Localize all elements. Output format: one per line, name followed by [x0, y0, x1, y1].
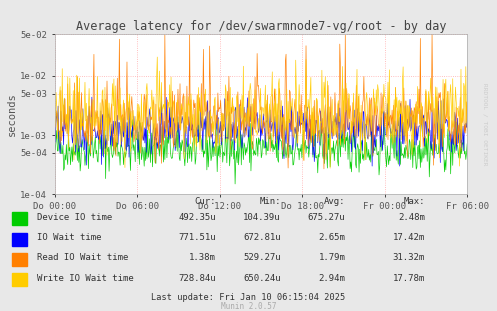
Text: 672.81u: 672.81u [243, 233, 281, 242]
Text: 529.27u: 529.27u [243, 253, 281, 262]
Text: 492.35u: 492.35u [178, 213, 216, 222]
Text: Write IO Wait time: Write IO Wait time [37, 274, 134, 282]
Text: RRDTOOL / TOBI OETIKER: RRDTOOL / TOBI OETIKER [482, 83, 487, 166]
Y-axis label: seconds: seconds [7, 92, 17, 136]
Text: Min:: Min: [259, 197, 281, 206]
Text: Max:: Max: [404, 197, 425, 206]
Text: 31.32m: 31.32m [393, 253, 425, 262]
Text: 104.39u: 104.39u [243, 213, 281, 222]
Text: 1.79m: 1.79m [319, 253, 345, 262]
Text: 771.51u: 771.51u [178, 233, 216, 242]
Text: Cur:: Cur: [195, 197, 216, 206]
Text: Read IO Wait time: Read IO Wait time [37, 253, 129, 262]
Text: 17.78m: 17.78m [393, 274, 425, 282]
Text: 17.42m: 17.42m [393, 233, 425, 242]
Title: Average latency for /dev/swarmnode7-vg/root - by day: Average latency for /dev/swarmnode7-vg/r… [76, 20, 446, 33]
Text: 728.84u: 728.84u [178, 274, 216, 282]
Text: 2.65m: 2.65m [319, 233, 345, 242]
Text: Last update: Fri Jan 10 06:15:04 2025: Last update: Fri Jan 10 06:15:04 2025 [152, 293, 345, 302]
Text: Munin 2.0.57: Munin 2.0.57 [221, 302, 276, 311]
Text: Device IO time: Device IO time [37, 213, 112, 222]
Text: 2.48m: 2.48m [398, 213, 425, 222]
Text: 1.38m: 1.38m [189, 253, 216, 262]
Text: 2.94m: 2.94m [319, 274, 345, 282]
Text: 675.27u: 675.27u [308, 213, 345, 222]
Text: IO Wait time: IO Wait time [37, 233, 102, 242]
Text: 650.24u: 650.24u [243, 274, 281, 282]
Text: Avg:: Avg: [324, 197, 345, 206]
